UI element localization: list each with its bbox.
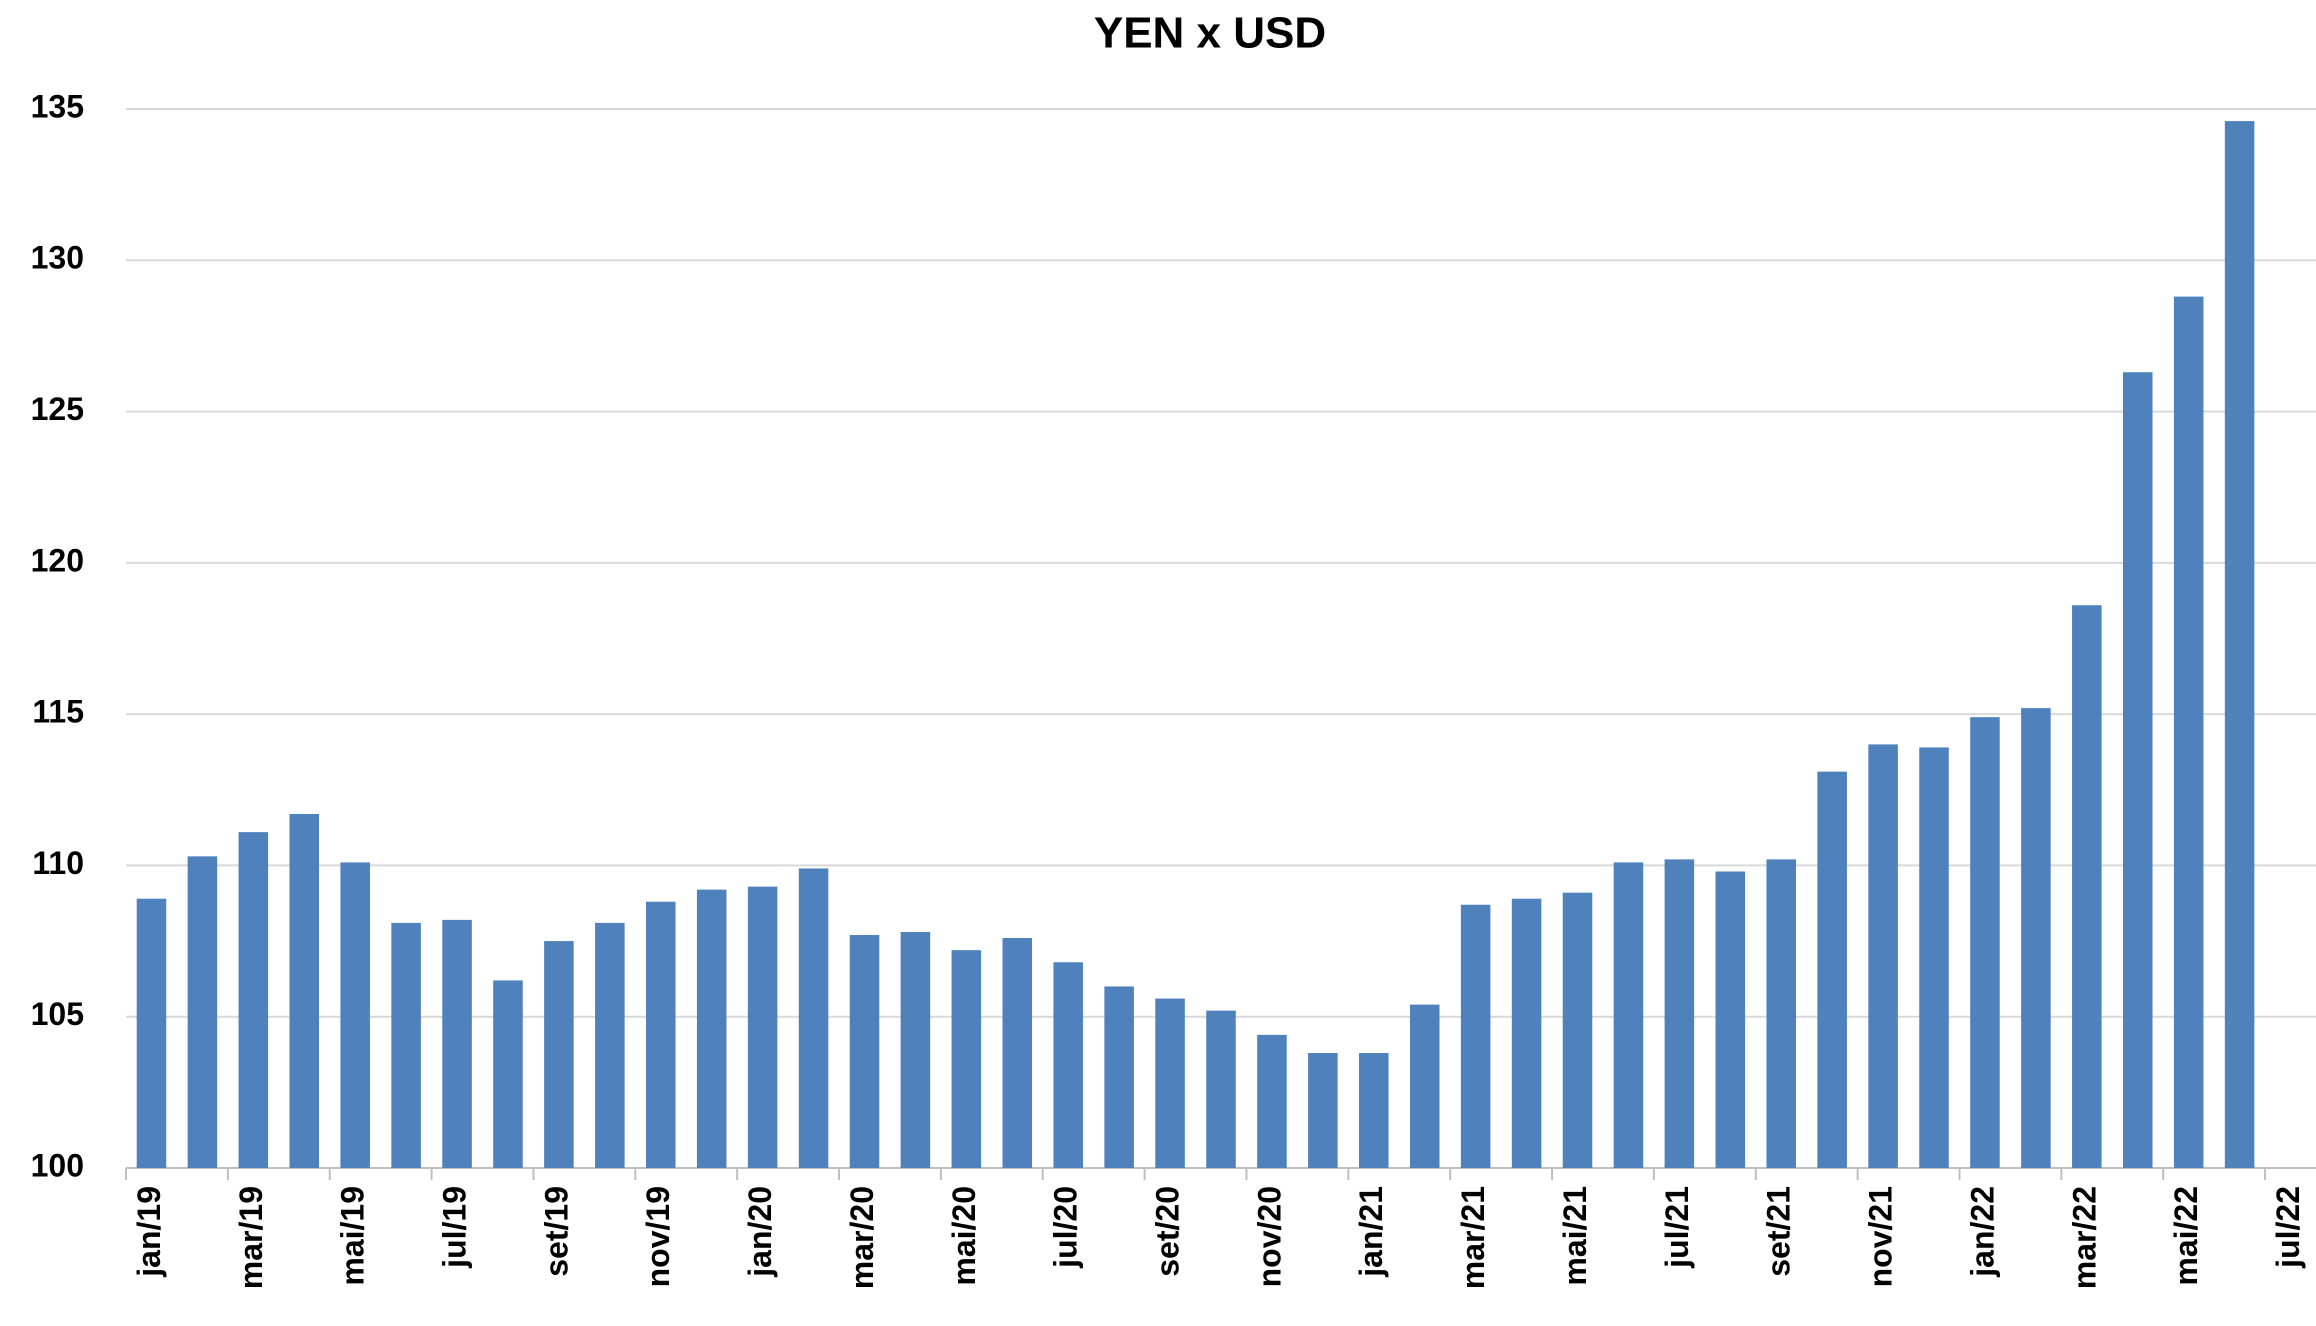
x-tick-label: nov/20: [1251, 1186, 1287, 1287]
bar: [1868, 744, 1898, 1168]
bar: [2224, 121, 2255, 1168]
bar: [1460, 904, 1491, 1168]
bar: [2021, 708, 2051, 1168]
bar: [798, 868, 829, 1168]
bar: [2173, 296, 2204, 1168]
y-tick-label: 115: [32, 694, 84, 730]
x-tick-label: mai/22: [2168, 1186, 2204, 1286]
y-tick-label: 130: [31, 240, 84, 276]
x-tick-label: set/19: [538, 1186, 574, 1277]
bar: [1766, 859, 1797, 1168]
y-tick-label: 105: [31, 996, 84, 1032]
y-tick-label: 135: [31, 88, 84, 124]
x-tick-label: jul/19: [436, 1186, 472, 1269]
bar: [1919, 747, 1949, 1168]
bar: [645, 901, 676, 1168]
x-tick-label: mar/22: [2066, 1186, 2102, 1289]
chart-title: YEN x USD: [1094, 9, 1326, 58]
x-tick-label: jan/21: [1353, 1186, 1389, 1278]
bar: [595, 922, 625, 1168]
x-tick-label: set/20: [1150, 1186, 1186, 1277]
bar: [1970, 717, 2000, 1168]
bar: [1308, 1053, 1338, 1168]
x-tick-label: mar/21: [1455, 1186, 1491, 1289]
bar: [1155, 998, 1185, 1168]
bar: [136, 898, 167, 1168]
bar: [1817, 771, 1847, 1168]
y-tick-label: 110: [32, 845, 84, 881]
bar: [391, 922, 421, 1168]
bar: [1002, 938, 1033, 1168]
bar: [442, 919, 472, 1168]
bar: [1257, 1034, 1287, 1168]
x-tick-label: mar/19: [233, 1186, 269, 1289]
bar: [696, 889, 727, 1168]
x-tick-label: mai/21: [1557, 1186, 1593, 1286]
bar: [1409, 1004, 1440, 1168]
x-tick-label: jan/19: [131, 1186, 167, 1278]
bar: [1104, 986, 1134, 1168]
bar: [2122, 372, 2153, 1168]
bar: [747, 886, 778, 1168]
bar: [1664, 859, 1695, 1168]
bar: [2072, 605, 2102, 1168]
bar: [493, 980, 523, 1168]
bar: [1715, 871, 1746, 1168]
y-tick-label: 100: [31, 1147, 84, 1183]
bar: [1511, 898, 1542, 1168]
bar: [1359, 1053, 1389, 1168]
bar: [1613, 862, 1644, 1168]
x-tick-label: nov/19: [640, 1186, 676, 1287]
x-tick-label: nov/21: [1863, 1186, 1899, 1287]
x-tick-label: mai/19: [335, 1186, 371, 1286]
x-tick-label: jan/22: [1964, 1186, 2000, 1278]
bar: [849, 935, 880, 1168]
x-tick-label: mai/20: [946, 1186, 982, 1286]
bar: [340, 862, 370, 1168]
x-tick-label: jul/20: [1048, 1186, 1084, 1269]
y-tick-label: 120: [31, 542, 84, 578]
bar: [289, 813, 320, 1168]
x-tick-label: mar/20: [844, 1186, 880, 1289]
bar: [187, 856, 218, 1168]
y-tick-label: 125: [31, 391, 84, 427]
bar: [951, 950, 982, 1168]
bar: [544, 941, 574, 1168]
x-tick-label: jul/22: [2270, 1186, 2306, 1269]
x-tick-label: jan/20: [742, 1186, 778, 1278]
x-tick-label: jul/21: [1659, 1186, 1695, 1269]
bar: [900, 931, 931, 1168]
bar: [1206, 1010, 1236, 1168]
bar: [1562, 892, 1593, 1168]
bar: [238, 832, 269, 1168]
x-tick-label: set/21: [1761, 1186, 1797, 1277]
bar: [1053, 962, 1083, 1168]
